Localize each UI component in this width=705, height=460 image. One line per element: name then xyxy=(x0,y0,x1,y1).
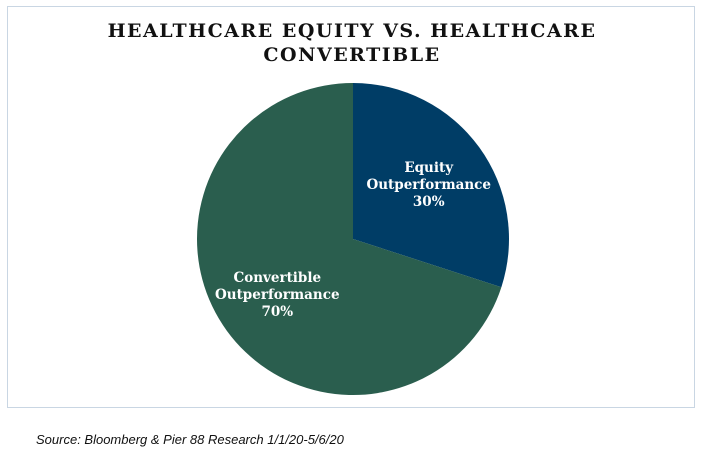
slice-value-label-1: 70% xyxy=(261,304,293,320)
chart-title-line-2: CONVERTIBLE xyxy=(263,44,441,66)
slice-name-label-1: Outperformance xyxy=(215,287,340,303)
chart-frame: HEALTHCARE EQUITY VS. HEALTHCARE CONVERT… xyxy=(7,6,695,408)
slice-label-1: Convertible Outperformance 70% xyxy=(215,270,340,320)
chart-title-line-1: HEALTHCARE EQUITY VS. HEALTHCARE xyxy=(107,20,597,42)
source-note: Source: Bloomberg & Pier 88 Research 1/1… xyxy=(36,432,344,447)
slice-name-label-0: Equity xyxy=(404,160,454,176)
pie-chart: Equity Outperformance 30%Convertible Outper… xyxy=(197,83,509,395)
slice-name-label-1: Convertible xyxy=(233,270,321,286)
chart-title: HEALTHCARE EQUITY VS. HEALTHCARE CONVERT… xyxy=(8,19,696,67)
slice-value-label-0: 30% xyxy=(413,194,445,210)
pie-slice-1 xyxy=(197,83,502,395)
slice-label-0: Equity Outperformance 30% xyxy=(366,160,491,210)
pie-slice-0 xyxy=(353,83,509,288)
slice-name-label-0: Outperformance xyxy=(366,177,491,193)
